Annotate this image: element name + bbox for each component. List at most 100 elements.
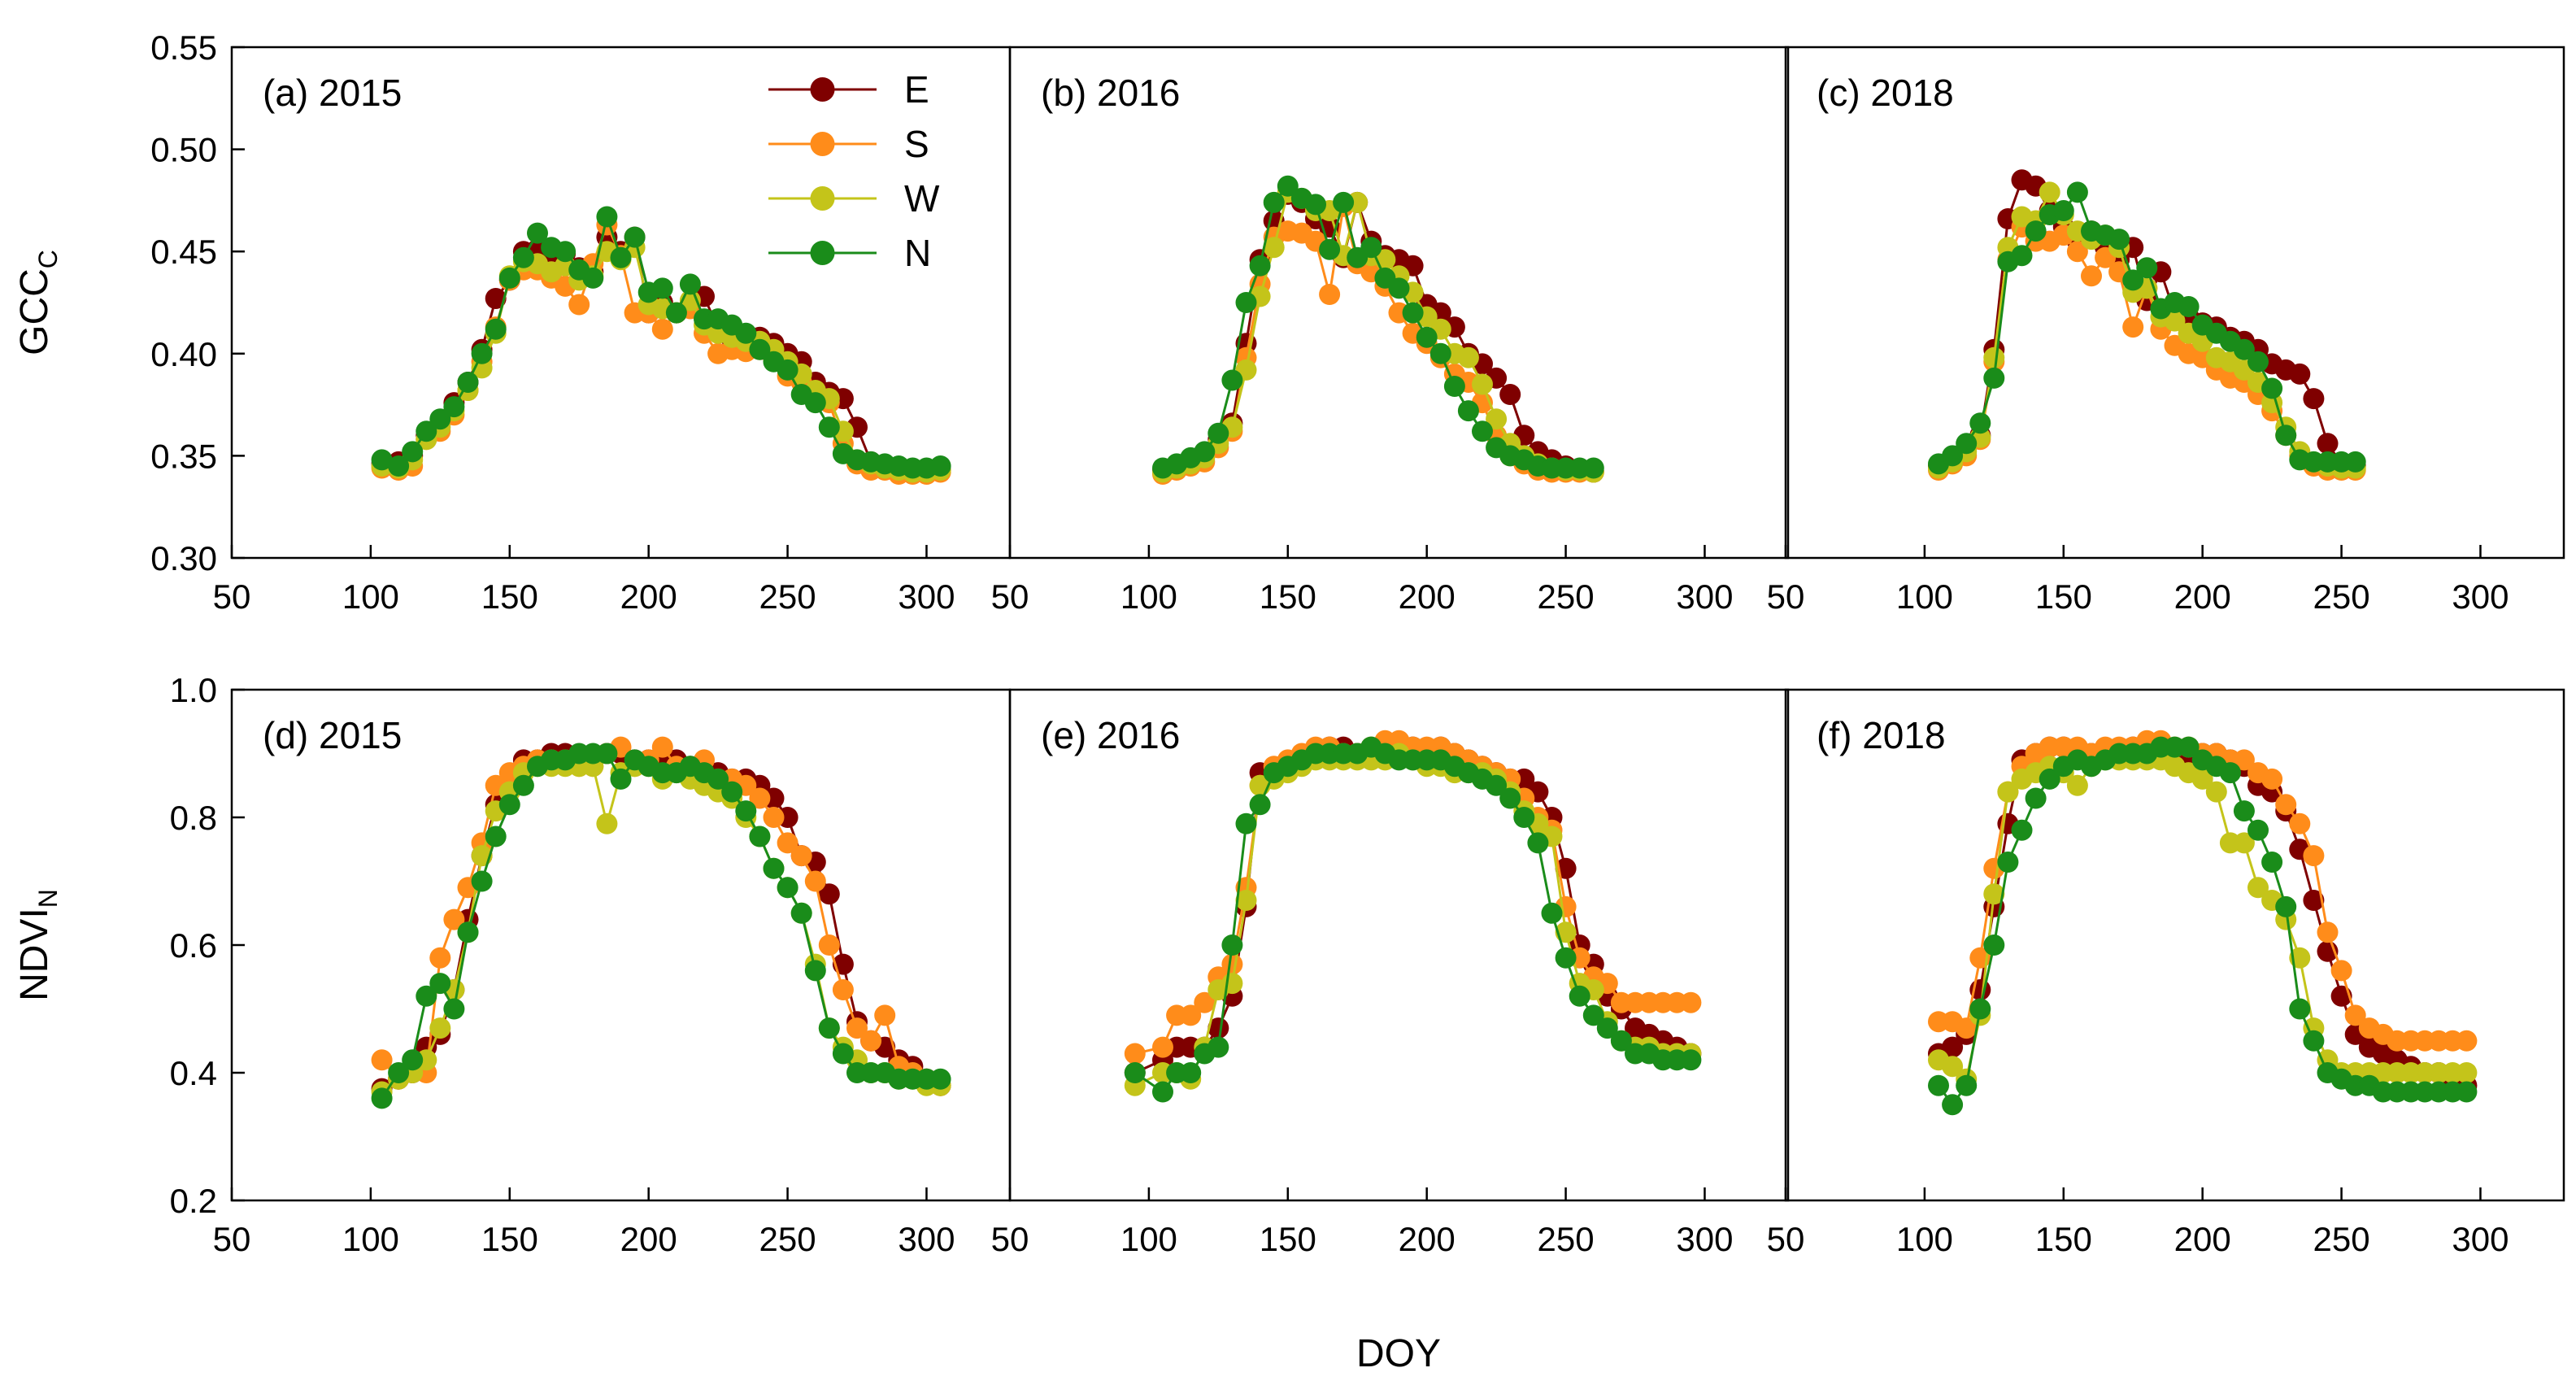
data-point-W	[1942, 1056, 1964, 1078]
data-point-N	[388, 1062, 410, 1083]
data-point-S	[2081, 265, 2102, 287]
panel-title: (d) 2015	[263, 714, 402, 756]
x-tick-label: 100	[1120, 577, 1177, 616]
data-point-N	[596, 206, 618, 228]
data-point-N	[1555, 947, 1577, 969]
data-point-E	[2303, 388, 2325, 410]
data-point-N	[1486, 774, 1508, 796]
x-tick-label: 200	[620, 577, 677, 616]
data-point-S	[1124, 1043, 1146, 1065]
data-point-E	[1208, 1017, 1229, 1039]
series-E	[1928, 169, 2366, 477]
data-point-W	[2247, 877, 2269, 899]
data-point-N	[665, 302, 687, 324]
data-point-N	[2011, 819, 2033, 841]
data-point-N	[2303, 1030, 2325, 1052]
data-point-W	[1235, 890, 1257, 911]
data-point-N	[1319, 238, 1341, 260]
legend-marker	[810, 132, 835, 156]
x-tick-label: 50	[1767, 1220, 1805, 1258]
y-tick-label: 1.0	[170, 671, 217, 709]
data-point-S	[1194, 991, 1216, 1013]
panel-a-2015: 50 100 150 200 250 300 (a) 2015	[213, 46, 1012, 616]
data-point-S	[1180, 1004, 1202, 1026]
data-point-S	[1152, 1036, 1173, 1058]
series-E	[371, 226, 951, 483]
data-point-E	[2317, 433, 2339, 455]
data-point-W	[2039, 181, 2060, 203]
data-point-N	[790, 902, 812, 924]
series-N	[371, 743, 951, 1109]
data-point-N	[2275, 895, 2297, 917]
x-tick-label: 100	[1120, 1220, 1177, 1258]
data-point-E	[818, 883, 840, 905]
data-point-N	[2247, 351, 2269, 372]
data-point-N	[735, 800, 757, 822]
data-point-S	[804, 870, 826, 892]
y-tick-label: 0.40	[150, 335, 217, 373]
panel-d-2015: 50 100 150 200 250 300 (d) 2015	[213, 688, 1012, 1258]
data-point-N	[443, 396, 465, 418]
data-point-N	[1513, 807, 1535, 828]
data-point-N	[1388, 277, 1410, 299]
data-point-N	[1443, 376, 1465, 397]
data-point-N	[1942, 445, 1964, 467]
data-point-S	[818, 934, 840, 956]
data-point-S	[2330, 960, 2352, 982]
legend-marker	[810, 186, 835, 211]
data-point-N	[624, 226, 646, 248]
data-point-N	[1928, 1074, 1949, 1096]
x-tick-label: 300	[1676, 577, 1733, 616]
data-point-E	[2303, 890, 2325, 911]
panel-c-2018: 50 100 150 200 250 300 (c) 2018	[1767, 46, 2565, 616]
panel-title: (f) 2018	[1817, 714, 1946, 756]
data-point-W	[429, 1017, 451, 1039]
data-point-N	[1208, 422, 1229, 444]
panel-frame	[1008, 46, 1790, 560]
panel-b-2016: 50 100 150 200 250 300 (b) 2016	[991, 46, 1790, 616]
data-point-S	[2066, 241, 2088, 263]
data-point-N	[1997, 852, 2019, 873]
data-point-N	[1305, 194, 1326, 216]
data-point-N	[777, 359, 798, 381]
x-tick-label: 200	[1399, 577, 1456, 616]
data-point-S	[874, 1004, 896, 1026]
data-point-N	[429, 973, 451, 995]
data-point-N	[498, 794, 520, 816]
data-point-S	[651, 736, 673, 758]
x-tick-label: 250	[1538, 1220, 1595, 1258]
data-point-W	[2233, 832, 2255, 854]
data-point-N	[2456, 1081, 2478, 1103]
data-point-N	[416, 985, 437, 1007]
x-tick-label: 200	[2174, 1220, 2231, 1258]
y-axis-title: GCCC	[13, 250, 63, 355]
data-point-W	[596, 812, 618, 834]
x-tick-label: 50	[213, 577, 251, 616]
data-point-N	[2261, 377, 2283, 399]
data-point-N	[1416, 326, 1438, 348]
series-N	[1152, 175, 1604, 479]
data-point-S	[749, 787, 771, 809]
data-point-E	[485, 288, 507, 309]
data-point-N	[2275, 425, 2297, 447]
data-point-N	[429, 408, 451, 430]
x-tick-label: 200	[620, 1220, 677, 1258]
data-point-S	[860, 1030, 882, 1052]
data-point-S	[763, 807, 785, 828]
data-point-S	[2261, 768, 2283, 790]
data-point-N	[471, 870, 493, 892]
data-point-N	[2219, 762, 2241, 784]
data-point-N	[707, 768, 729, 790]
x-tick-label: 100	[342, 1220, 399, 1258]
data-point-W	[2456, 1062, 2478, 1083]
panel-frame	[1784, 688, 2565, 1202]
y-tick-label: 0.30	[150, 539, 217, 577]
data-point-N	[2039, 768, 2060, 790]
data-point-N	[1582, 1004, 1604, 1026]
data-point-N	[2261, 852, 2283, 873]
data-point-N	[679, 273, 701, 295]
x-tick-label: 300	[1676, 1220, 1733, 1258]
data-point-N	[1942, 1094, 1964, 1116]
